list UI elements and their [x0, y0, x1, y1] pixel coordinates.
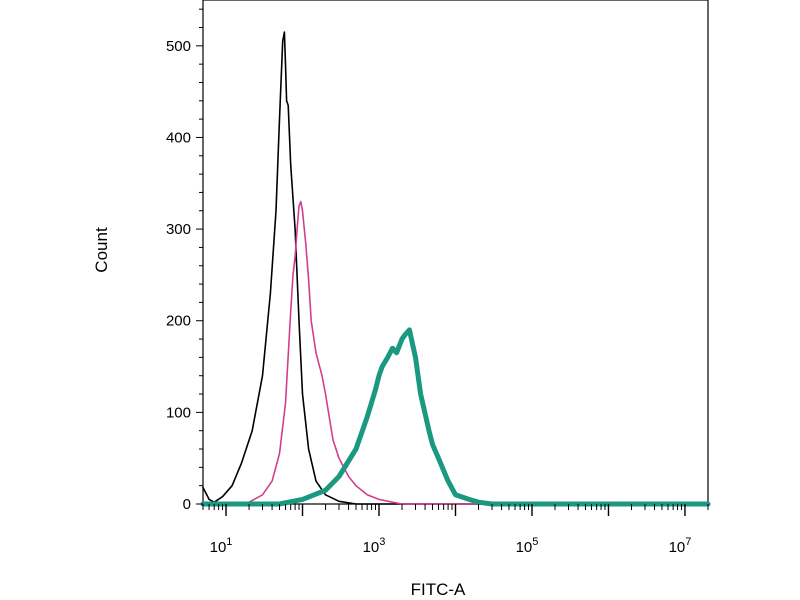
- series-layer: [200, 31, 711, 507]
- series-line-2: [202, 200, 709, 505]
- y-tick-label: 300: [166, 221, 191, 238]
- y-tick-label: 100: [166, 404, 191, 421]
- x-tick-label: 101: [210, 536, 233, 556]
- y-tick-label: 0: [183, 496, 191, 513]
- y-tick-label: 200: [166, 313, 191, 330]
- x-tick-label: 103: [363, 536, 386, 556]
- series-line-3: [200, 327, 711, 507]
- axis-layer: 0 100 200 300 400 500 101 103 105 107: [166, 8, 709, 556]
- y-tick-label: 400: [166, 129, 191, 146]
- x-tick-label: 107: [669, 536, 692, 556]
- x-axis-title: FITC-A: [411, 580, 466, 599]
- y-tick-label: 500: [166, 38, 191, 55]
- y-axis-title: Count: [92, 227, 111, 273]
- x-tick-label: 105: [516, 536, 539, 556]
